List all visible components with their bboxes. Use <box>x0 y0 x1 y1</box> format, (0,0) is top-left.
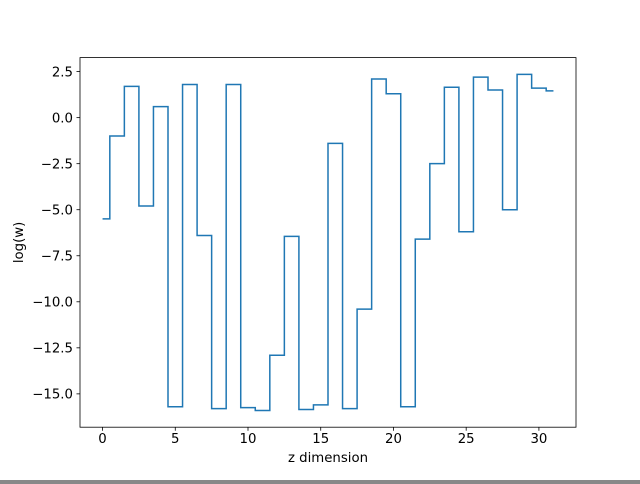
y-axis-label: log(w) <box>12 222 27 264</box>
y-tick-label: −5.0 <box>41 203 73 218</box>
x-tick-label: 25 <box>458 432 475 447</box>
tick-labels: 0 5 10 15 20 25 30 2.5 0.0 −2.5 −5.0 −7.5 −10.0 −12.5… <box>32 65 547 447</box>
y-tick-label: −10.0 <box>32 295 73 310</box>
step-line-series <box>102 73 554 412</box>
y-tick-label: −2.5 <box>41 157 73 172</box>
x-tick-label: 10 <box>240 432 257 447</box>
y-tick-label: −7.5 <box>41 249 73 264</box>
x-tick-label: 0 <box>98 432 106 447</box>
tick-marks <box>76 71 540 431</box>
y-tick-label: 0.0 <box>52 111 73 126</box>
x-tick-label: 5 <box>171 432 179 447</box>
y-tick-label: −12.5 <box>32 341 73 356</box>
y-tick-label: −15.0 <box>32 388 73 403</box>
y-tick-label: 2.5 <box>52 65 73 80</box>
x-tick-label: 20 <box>385 432 402 447</box>
x-tick-label: 15 <box>312 432 329 447</box>
x-axis-label: z dimension <box>288 451 368 466</box>
x-tick-label: 30 <box>530 432 547 447</box>
